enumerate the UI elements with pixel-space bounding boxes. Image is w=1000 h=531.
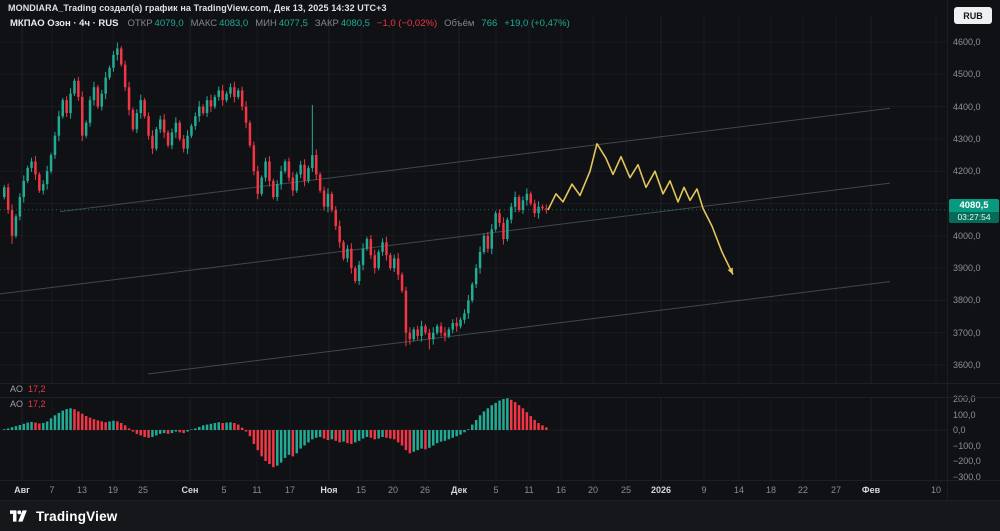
time-axis-label: 5 xyxy=(221,485,227,495)
legend-field: ЗАКР 4080,5 xyxy=(315,18,370,29)
legend-field-value: 4083,0 xyxy=(219,18,249,29)
time-axis-label: 16 xyxy=(555,485,567,495)
ao-axis-label: 100,0 xyxy=(953,409,976,420)
legend-field-label: ЗАКР xyxy=(314,18,339,29)
ao-axis-label: −200,0 xyxy=(953,456,981,466)
attribution-text: MONDIARA_Trading создал(а) график на Tra… xyxy=(8,3,387,13)
time-axis-label: 20 xyxy=(587,485,599,495)
current-price-tag: 4080,5 03:27:54 xyxy=(949,199,999,223)
time-axis-label: Авг xyxy=(14,485,30,495)
price-axis-label: 3900,0 xyxy=(953,263,981,274)
tradingview-logo-icon xyxy=(10,510,27,522)
price-axis-label: 4600,0 xyxy=(953,37,981,47)
ao-indicator-label: AO xyxy=(10,384,24,394)
time-axis[interactable]: Авг 7 13 19 25 Сен 5 11 17 Ноя 15 20 26 Дек 5 11 16 20 25 2… xyxy=(0,480,948,500)
legend-field-value: 4080,5 xyxy=(340,18,370,29)
footer-bar: TradingView xyxy=(0,501,1000,531)
time-axis-label: 7 xyxy=(49,485,55,495)
legend-volume-label: Объём xyxy=(444,18,475,29)
time-axis-label: 11 xyxy=(524,485,534,495)
legend-field: МИН 4077,5 xyxy=(255,18,308,29)
time-axis-label: 18 xyxy=(765,485,777,495)
main-chart-canvas[interactable] xyxy=(0,16,948,383)
price-axis-label: 3800,0 xyxy=(953,295,981,306)
currency-button[interactable]: RUB xyxy=(954,7,992,24)
current-price-value: 4080,5 xyxy=(949,199,999,212)
price-axis-label: 3700,0 xyxy=(953,327,981,338)
legend-volume-value: 766 xyxy=(481,18,498,29)
ohlc-legend-values: ОТКР 4079,0 МАКС 4083,0 МИН 4077,5 ЗАКР 4080,5−… xyxy=(127,18,569,29)
time-axis-label: 11 xyxy=(252,485,262,495)
ao-pane-1-legend[interactable]: AO 17,2 xyxy=(10,384,46,394)
bar-countdown: 03:27:54 xyxy=(949,212,999,223)
ao-indicator-value: 17,2 xyxy=(28,399,46,409)
time-axis-label: 25 xyxy=(620,485,632,495)
time-axis-label: 22 xyxy=(797,485,809,495)
legend-field-value: 4077,5 xyxy=(278,18,308,29)
tradingview-brand-link[interactable]: TradingView xyxy=(10,509,117,524)
time-axis-label: 15 xyxy=(355,485,367,495)
time-axis-label: 10 xyxy=(930,485,942,495)
legend-field-label: МАКС xyxy=(190,18,218,29)
time-axis-label: Дек xyxy=(450,485,468,495)
price-axis[interactable]: 4600,04500,04400,04300,04200,04100,04000… xyxy=(947,0,1000,500)
time-axis-label: 17 xyxy=(284,485,296,495)
time-axis-label: 14 xyxy=(733,485,745,495)
legend-change: −1,0 (−0,02%) xyxy=(376,18,438,29)
ao-pane-2-legend[interactable]: AO 17,2 xyxy=(10,399,46,409)
time-axis-label: 25 xyxy=(137,485,149,495)
price-axis-label: 4300,0 xyxy=(953,133,981,144)
ao-indicator-value: 17,2 xyxy=(28,384,46,394)
price-axis-label: 4200,0 xyxy=(953,166,981,177)
time-axis-label: 19 xyxy=(107,485,119,495)
chart-legend: МКПАО Озон · 4ч · RUS ОТКР 4079,0 МАКС 4083… xyxy=(10,18,570,29)
ao-axis-label: 200,0 xyxy=(953,394,976,404)
time-axis-label: Сен xyxy=(181,485,199,495)
legend-field-value: 4079,0 xyxy=(154,18,184,29)
time-axis-label: 27 xyxy=(830,485,842,495)
time-axis-label: 26 xyxy=(419,485,431,495)
time-axis-label: 13 xyxy=(76,485,88,495)
pane-separator xyxy=(0,480,1000,481)
pane-separator xyxy=(0,397,1000,398)
time-axis-label: 2026 xyxy=(650,485,672,495)
time-axis-label: 20 xyxy=(387,485,399,495)
time-axis-label: 5 xyxy=(493,485,499,495)
price-axis-label: 4000,0 xyxy=(953,230,981,241)
tradingview-wordmark: TradingView xyxy=(36,508,118,524)
price-axis-label: 4500,0 xyxy=(953,69,981,80)
ao-axis-label: 0,0 xyxy=(953,425,966,435)
time-axis-label: Ноя xyxy=(320,485,338,495)
pane-separator xyxy=(0,500,1000,501)
legend-field: ОТКР 4079,0 xyxy=(127,18,183,29)
ao-axis-label: −100,0 xyxy=(953,440,981,451)
pane-separator xyxy=(0,383,1000,384)
ao-indicator-canvas[interactable] xyxy=(0,397,948,480)
price-axis-label: 4400,0 xyxy=(953,101,981,112)
price-axis-label: 3600,0 xyxy=(953,360,981,370)
legend-field: МАКС 4083,0 xyxy=(191,18,249,29)
ao-indicator-label: AO xyxy=(10,399,24,409)
time-axis-label: 9 xyxy=(701,485,707,495)
time-axis-label: Фев xyxy=(861,485,881,495)
legend-volume-change: +19,0 (+0,47%) xyxy=(504,18,570,29)
legend-field-label: МИН xyxy=(255,18,277,29)
legend-field-label: ОТКР xyxy=(127,18,153,29)
symbol-title[interactable]: МКПАО Озон · 4ч · RUS xyxy=(10,18,119,29)
ao-axis-label: −300,0 xyxy=(953,471,981,482)
